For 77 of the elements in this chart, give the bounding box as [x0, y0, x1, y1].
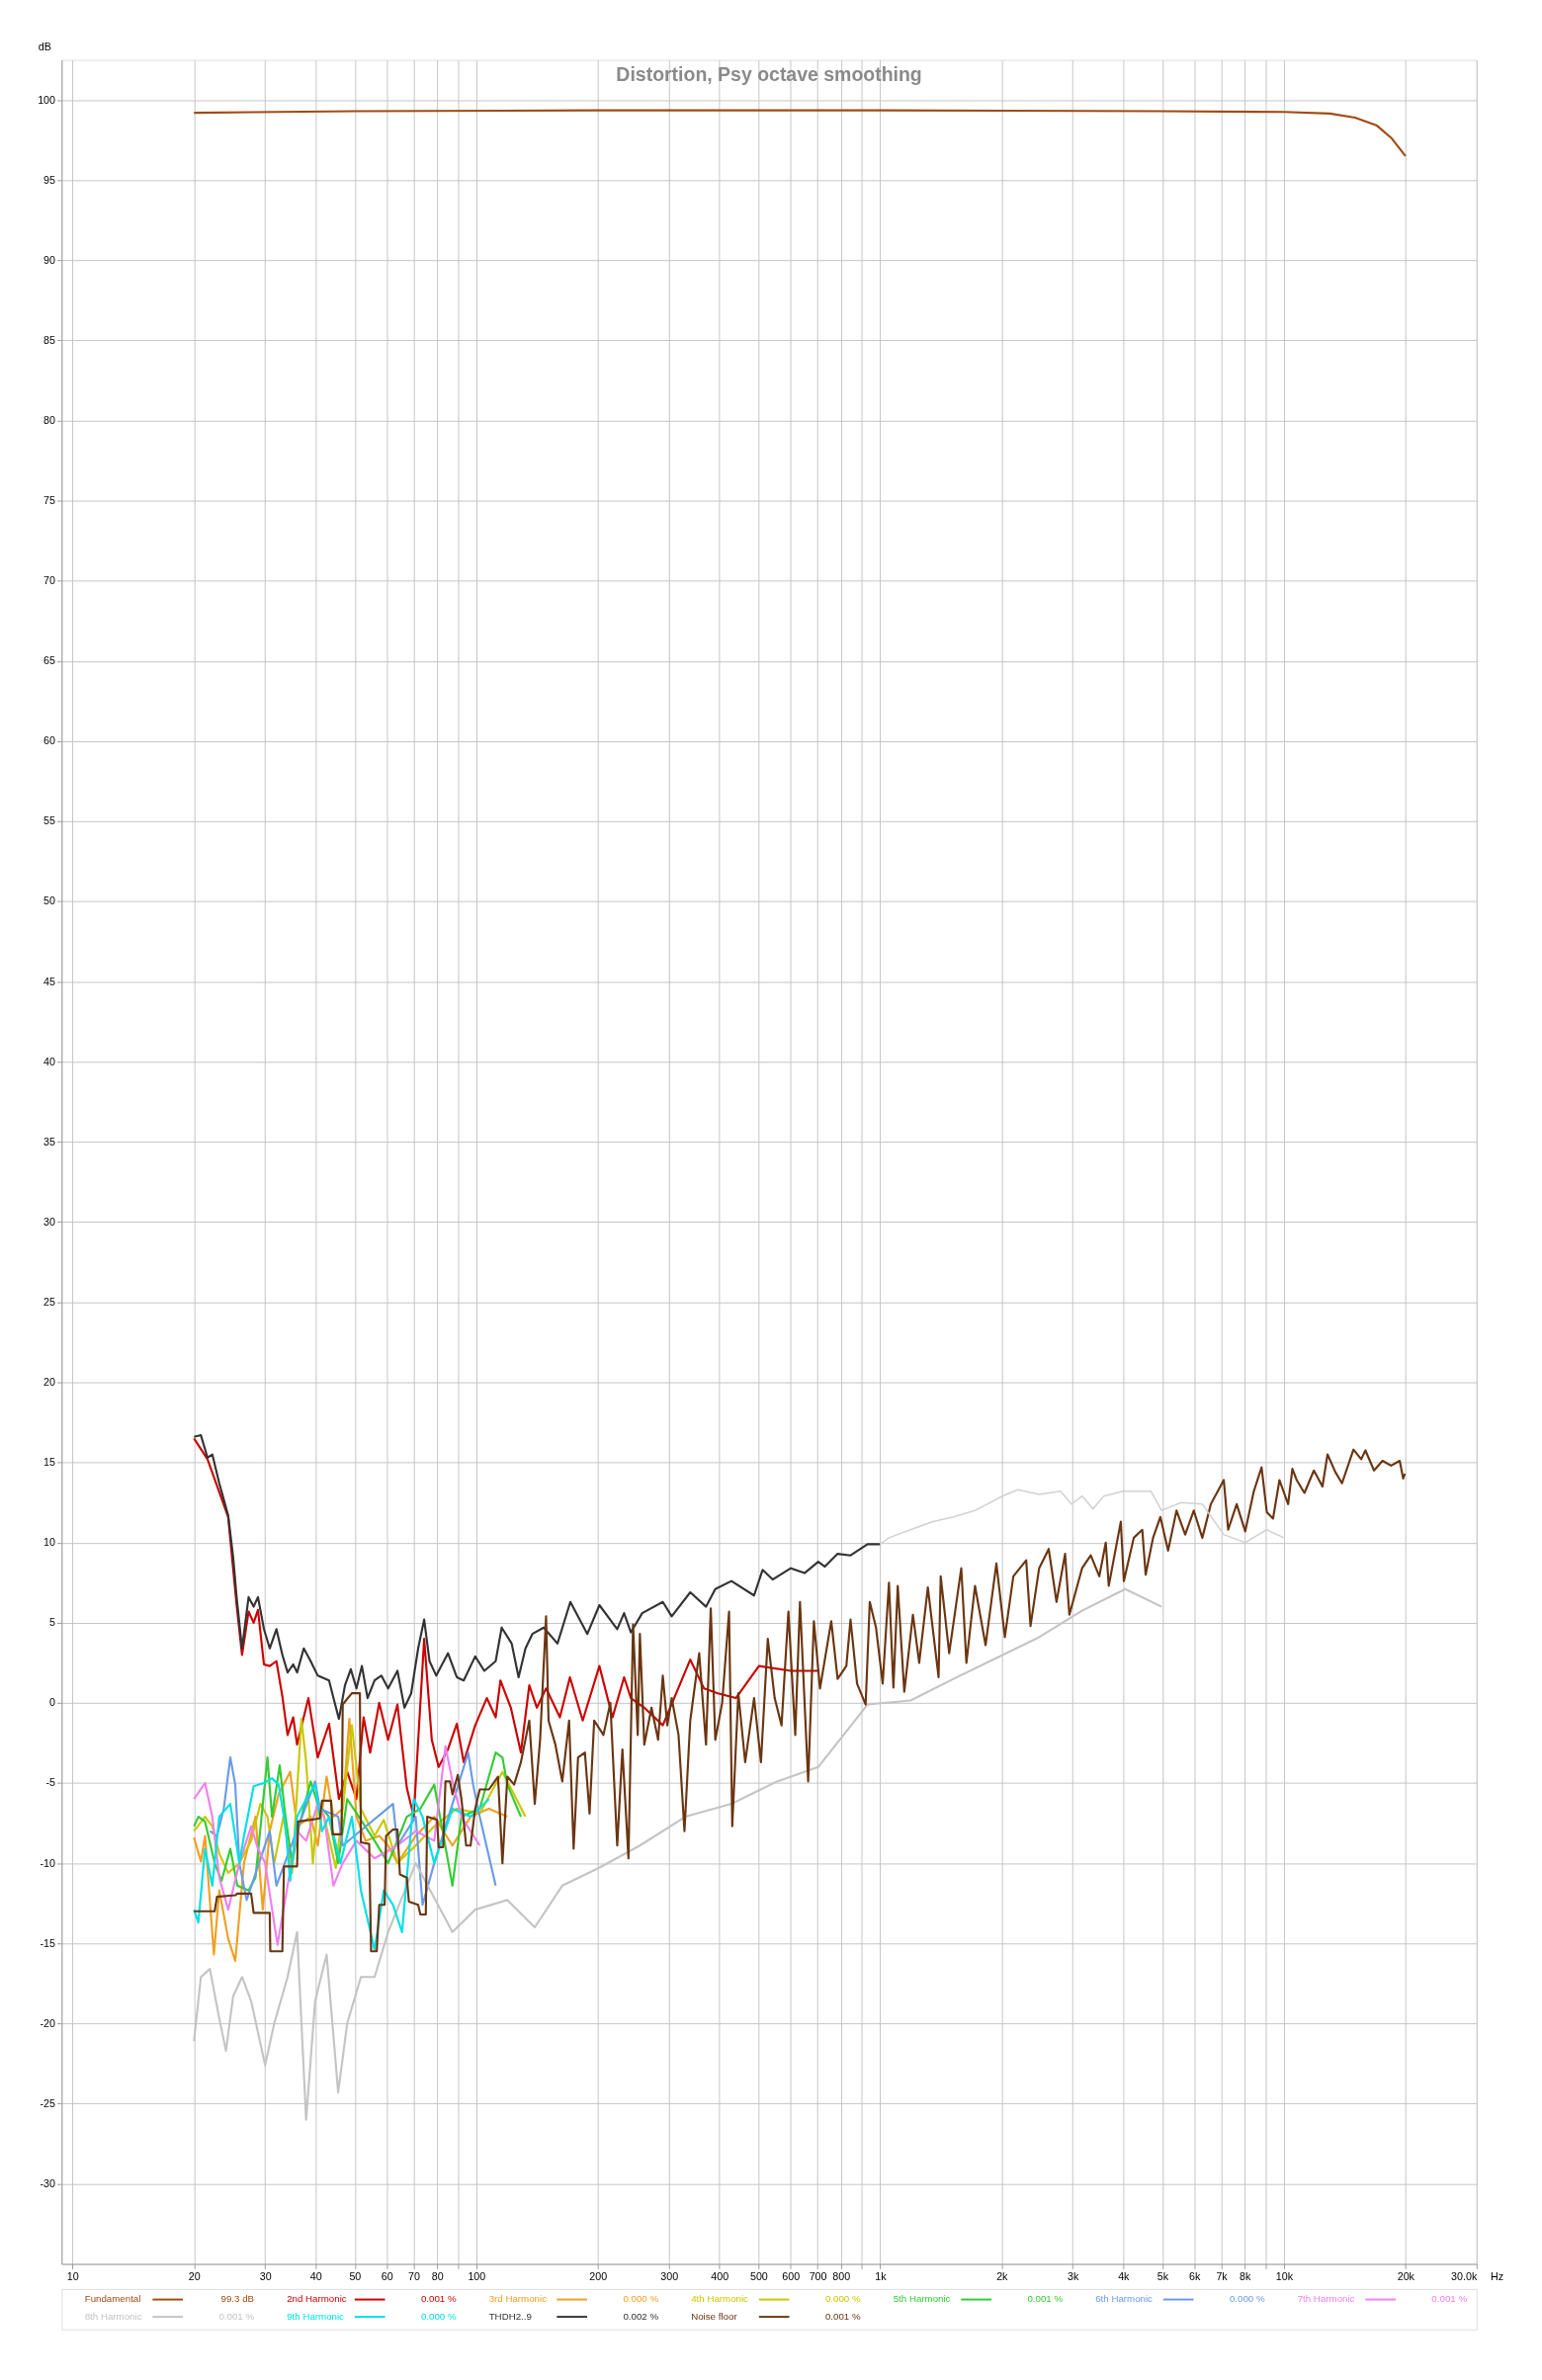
x-tick-label: 60 — [381, 2269, 393, 2282]
y-tick-label: 85 — [43, 333, 56, 346]
x-tick-label: 20k — [1397, 2269, 1415, 2282]
x-tick-label: 200 — [589, 2269, 608, 2282]
x-tick-label: 100 — [468, 2269, 486, 2282]
x-tick-label: 80 — [431, 2269, 444, 2282]
text: 0.001 % — [824, 2311, 861, 2323]
x-tick-label: 3k — [1068, 2269, 1080, 2282]
chart-title: Distortion, Psy octave smoothing — [616, 63, 922, 86]
legend-label: 2nd Harmonic — [287, 2293, 347, 2305]
x-tick-label: 20 — [188, 2269, 201, 2282]
y-tick-label: 25 — [43, 1295, 56, 1308]
x-axis-title: Hz — [1490, 2269, 1503, 2282]
legend-label: 3rd Harmonic — [488, 2293, 548, 2305]
y-tick-label: -30 — [40, 2176, 56, 2189]
x-tick-label: 600 — [782, 2269, 801, 2282]
text: THDH2..9 — [488, 2311, 532, 2323]
y-tick-label: -5 — [45, 1776, 56, 1789]
x-tick-label: 30.0k — [1451, 2269, 1478, 2282]
text: 0.000 % — [420, 2311, 457, 2323]
x-tick-label: 1k — [875, 2269, 888, 2282]
x-tick-label: 700 — [809, 2269, 827, 2282]
text: 0.000 % — [824, 2293, 861, 2305]
y-axis-title: dB — [38, 41, 51, 53]
x-tick-label: 300 — [660, 2269, 679, 2282]
y-tick-label: 50 — [43, 894, 56, 907]
x-tick-label: 400 — [711, 2269, 729, 2282]
y-tick-label: 90 — [43, 253, 56, 266]
y-tick-label: -20 — [40, 2016, 56, 2029]
y-tick-label: 55 — [43, 814, 56, 827]
legend-label: Fundamental — [84, 2293, 141, 2305]
x-tick-label: 10 — [66, 2269, 79, 2282]
y-tick-label: 5 — [49, 1616, 56, 1629]
y-tick-label: 35 — [43, 1135, 56, 1148]
text: 0.000 % — [623, 2293, 659, 2305]
y-tick-label: -10 — [40, 1856, 56, 1869]
text: 99.3 dB — [220, 2293, 255, 2305]
x-tick-label: 5k — [1156, 2269, 1169, 2282]
y-tick-label: 75 — [43, 493, 56, 506]
y-tick-label: 80 — [43, 413, 56, 426]
x-tick-label: 4k — [1118, 2269, 1131, 2282]
y-tick-label: 70 — [43, 574, 56, 587]
y-tick-label: 10 — [43, 1536, 56, 1549]
text: 0.001 % — [1431, 2293, 1468, 2305]
legend-label: 7th Harmonic — [1297, 2293, 1355, 2305]
x-tick-label: 2k — [996, 2269, 1009, 2282]
legend-label: 6th Harmonic — [1095, 2293, 1154, 2305]
y-tick-label: 45 — [43, 975, 56, 987]
y-tick-label: 95 — [43, 173, 56, 186]
x-tick-label: 6k — [1189, 2269, 1202, 2282]
y-tick-label: 15 — [43, 1456, 56, 1469]
x-tick-label: 500 — [749, 2269, 768, 2282]
legend-label: 9th Harmonic — [287, 2311, 345, 2323]
y-tick-label: -25 — [40, 2096, 56, 2109]
x-tick-label: 40 — [309, 2269, 322, 2282]
x-tick-label: 8k — [1240, 2269, 1252, 2282]
y-tick-label: 40 — [43, 1055, 56, 1067]
legend-label: Noise floor — [691, 2311, 738, 2323]
text: 0.001 % — [1027, 2293, 1064, 2305]
x-tick-label: 10k — [1275, 2269, 1294, 2282]
x-tick-label: 800 — [832, 2269, 851, 2282]
y-tick-label: 0 — [49, 1696, 56, 1709]
x-tick-label: 70 — [408, 2269, 421, 2282]
legend-label: 5th Harmonic — [893, 2293, 951, 2305]
y-tick-label: -15 — [40, 1936, 56, 1949]
y-tick-label: 100 — [38, 93, 56, 106]
y-tick-label: 65 — [43, 654, 56, 667]
legend-label: 4th Harmonic — [691, 2293, 749, 2305]
y-tick-label: 20 — [43, 1375, 56, 1388]
text: 0.002 % — [623, 2311, 659, 2323]
x-tick-label: 30 — [259, 2269, 272, 2282]
x-tick-label: 7k — [1216, 2269, 1229, 2282]
x-tick-label: 50 — [349, 2269, 362, 2282]
text: 0.000 % — [1229, 2293, 1265, 2305]
y-tick-label: 60 — [43, 734, 56, 747]
y-tick-label: 30 — [43, 1215, 56, 1228]
text: 0.001 % — [420, 2293, 457, 2305]
